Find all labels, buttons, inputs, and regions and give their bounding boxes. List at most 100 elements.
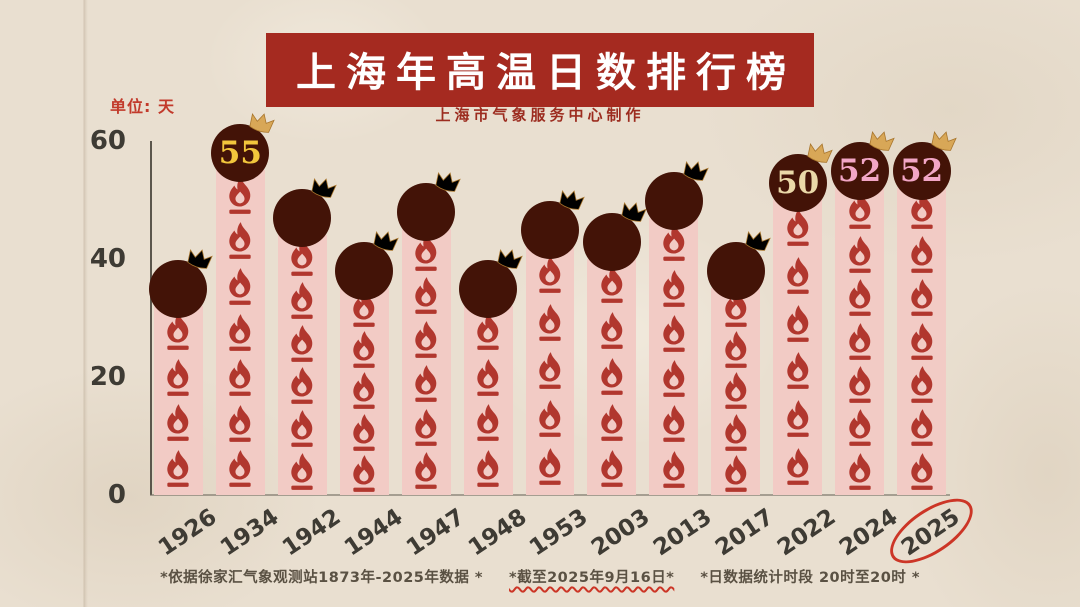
crowned-value-number: 52	[899, 152, 944, 189]
flame-icon	[786, 304, 809, 342]
page-subtitle: 上海市气象服务中心制作	[435, 106, 645, 124]
x-axis-year-label: 1944	[339, 504, 408, 562]
flame-icon	[415, 277, 437, 315]
flame-icon	[910, 192, 933, 230]
y-axis-unit-label: 单位: 天	[110, 97, 175, 116]
flame-icon	[291, 367, 313, 405]
flame-icon	[848, 452, 871, 490]
flame-icon	[229, 176, 252, 214]
x-axis-year-label: 1934	[215, 504, 284, 562]
crowned-value-badge	[273, 178, 338, 247]
y-axis-tick-label: 20	[89, 362, 126, 392]
flame-icon	[848, 365, 871, 403]
flame-icon	[786, 208, 809, 246]
bar: 32 1926	[149, 249, 221, 561]
flame-icon	[477, 312, 499, 350]
flame-icon	[663, 360, 685, 397]
crowned-value-number: 55	[218, 134, 262, 171]
crowned-value-badge	[335, 231, 399, 300]
flame-icon	[848, 322, 871, 360]
flame-icon	[353, 331, 375, 369]
crowned-value-badge	[459, 249, 523, 318]
bar: 35 1944	[335, 231, 407, 561]
flame-icon	[910, 235, 933, 273]
flame-icon	[415, 233, 437, 271]
crowned-value-badge: 50	[768, 143, 833, 212]
flame-icon	[848, 192, 871, 230]
flame-icon	[291, 281, 313, 319]
crowned-value-badge	[706, 231, 771, 300]
page-title: 上海年高温日数排行榜	[266, 33, 814, 107]
flame-icon	[167, 312, 190, 350]
flame-icon	[848, 409, 871, 447]
flame-icon	[601, 404, 623, 441]
crowned-value-badge	[149, 249, 214, 318]
flame-icon	[539, 304, 561, 341]
bar: 42 1953	[520, 190, 593, 561]
flame-icon	[910, 409, 933, 447]
footnote-source: *依据徐家汇气象观测站1873年-2025年数据 *	[160, 570, 484, 586]
flame-icon	[353, 454, 375, 492]
flame-icon	[786, 352, 809, 390]
flame-icon	[415, 452, 437, 490]
flame-icon	[291, 410, 313, 448]
crown-icon	[373, 231, 399, 251]
crowned-value-badge	[582, 202, 647, 271]
footnote-cutoff-date: *截至2025年9月16日*	[509, 570, 675, 586]
flame-icon	[353, 413, 375, 451]
flame-icon	[229, 267, 252, 305]
flame-icon	[601, 358, 623, 395]
flame-icon	[229, 359, 252, 396]
crowned-value-badge	[644, 161, 709, 230]
flame-icon	[229, 222, 252, 260]
flame-icon	[477, 358, 499, 396]
bar: 52 2024	[830, 131, 903, 561]
footnotes: *依据徐家汇气象观测站1873年-2025年数据 * *截至2025年9月16日…	[0, 566, 1080, 587]
crown-icon	[435, 172, 461, 192]
flame-icon	[291, 453, 313, 490]
x-axis-year-label: 1953	[525, 504, 593, 562]
x-axis-year-label: 1948	[463, 504, 532, 562]
footnote-time-window: *日数据统计时段 20时至20时 *	[700, 570, 920, 586]
flame-icon	[786, 256, 809, 294]
crown-icon	[807, 143, 833, 163]
bar: 45 1947	[397, 172, 469, 561]
flame-icon	[910, 322, 933, 360]
crowned-value-badge: 52	[892, 131, 957, 200]
flame-icon	[291, 238, 313, 276]
y-axis-ticks: 0 20 40 60	[60, 0, 142, 520]
bar: 40 2003	[582, 202, 655, 561]
bar: 32 1948	[459, 249, 531, 561]
crown-icon	[745, 231, 771, 251]
bar-chart: 32 1926 55	[149, 113, 965, 561]
flame-icon	[539, 256, 561, 293]
flame-icon	[167, 358, 190, 396]
x-axis-year-label: 2003	[587, 504, 655, 562]
flame-icon	[353, 372, 375, 410]
y-axis-line	[150, 141, 152, 495]
flame-icon	[229, 450, 252, 488]
flame-icon	[725, 413, 747, 451]
flame-icon	[663, 224, 685, 262]
flame-icon	[229, 313, 252, 351]
flame-icon	[167, 404, 190, 442]
crown-icon	[187, 249, 214, 269]
flame-icon	[848, 235, 871, 273]
bar: 50 2022	[768, 143, 841, 561]
flame-icon	[415, 408, 437, 446]
crowned-value-badge	[520, 190, 585, 259]
crown-icon	[621, 202, 647, 222]
crowned-value-number: 52	[838, 152, 882, 189]
flame-icon	[539, 352, 561, 389]
y-axis-tick-label: 60	[89, 126, 126, 156]
bar: 35 2017	[706, 231, 779, 561]
flame-icon	[601, 266, 623, 303]
crowned-value-badge	[397, 172, 461, 241]
flame-icon	[848, 279, 871, 316]
flame-icon	[229, 404, 252, 442]
x-axis-year-label: 2022	[773, 504, 841, 562]
flame-icon	[786, 448, 809, 485]
y-axis-tick-label: 40	[89, 244, 126, 274]
flame-icon	[477, 450, 499, 488]
